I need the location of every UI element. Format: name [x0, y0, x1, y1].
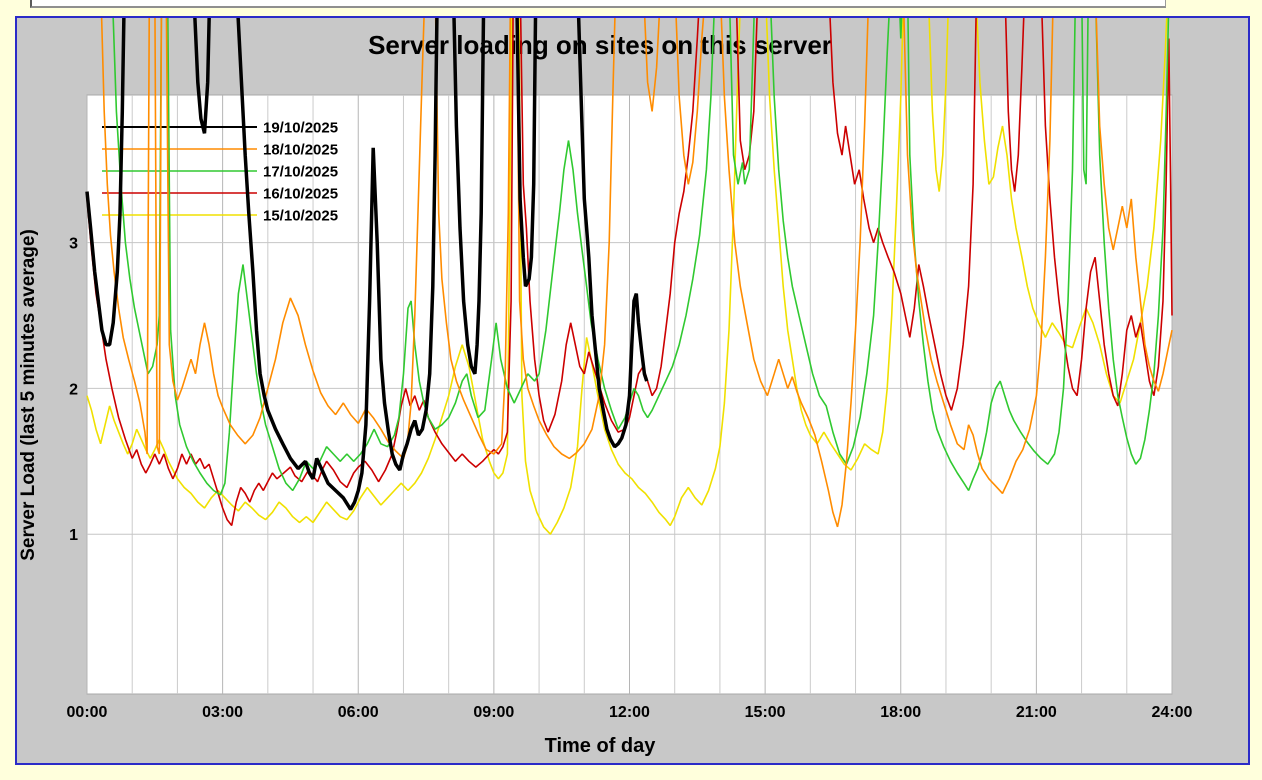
- page-top-strip: [30, 0, 1166, 8]
- y-axis-title: Server Load (last 5 minutes average): [18, 229, 39, 561]
- y-tick-label-3: 3: [69, 236, 78, 253]
- x-tick-label-9: 09:00: [473, 704, 514, 721]
- x-tick-label-18: 18:00: [880, 704, 921, 721]
- x-tick-label-21: 21:00: [1016, 704, 1057, 721]
- legend-label-15-10-2025: 15/10/2025: [263, 208, 338, 225]
- x-tick-label-24: 24:00: [1152, 704, 1193, 721]
- series-16-10-2025: [86, 18, 1173, 526]
- server-load-chart: Server loading on sites on this server 1 2…: [15, 16, 1250, 765]
- legend-label-18-10-2025: 18/10/2025: [263, 142, 338, 159]
- series-18-10-2025: [100, 18, 1173, 528]
- x-tick-label-12: 12:00: [609, 704, 650, 721]
- x-tick-label-15: 15:00: [745, 704, 786, 721]
- x-axis-title: Time of day: [545, 735, 657, 757]
- legend-label-16-10-2025: 16/10/2025: [263, 186, 338, 203]
- chart-title: Server loading on sites on this server: [368, 30, 832, 60]
- y-tick-label-2: 2: [69, 381, 78, 398]
- series-19-10-2025: [85, 18, 649, 511]
- x-tick-label-0: 00:00: [67, 704, 108, 721]
- series-17-10-2025: [112, 18, 1170, 496]
- series-15-10-2025: [86, 18, 1168, 535]
- load-graph-canvas: Server loading on sites on this server12…: [18, 18, 1193, 757]
- legend-label-19-10-2025: 19/10/2025: [263, 120, 338, 137]
- legend-label-17-10-2025: 17/10/2025: [263, 164, 338, 181]
- y-tick-label-1: 1: [69, 527, 78, 544]
- x-tick-label-3: 03:00: [202, 704, 243, 721]
- x-tick-label-6: 06:00: [338, 704, 379, 721]
